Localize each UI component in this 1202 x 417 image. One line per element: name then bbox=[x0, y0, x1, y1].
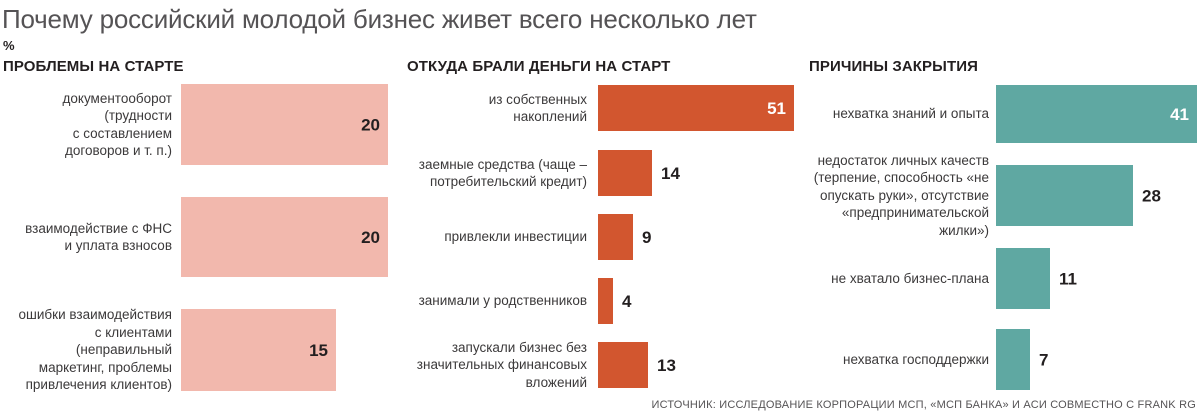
category-label-line: (неправильный bbox=[75, 342, 172, 358]
category-label-line: ошибки взаимодействия bbox=[18, 307, 172, 323]
category-label-line: вложений bbox=[525, 374, 587, 390]
bar-0-1 bbox=[181, 197, 388, 277]
panel-title-funding: ОТКУДА БРАЛИ ДЕНЬГИ НА СТАРТ bbox=[407, 58, 671, 75]
category-label-line: заемные средства (чаще – bbox=[418, 156, 587, 172]
value-label-1-2: 9 bbox=[642, 228, 651, 247]
category-label-line: опускать руки», отсутствие bbox=[819, 187, 989, 203]
bar-0-0 bbox=[181, 84, 388, 165]
bar-0-2 bbox=[181, 309, 336, 391]
category-label-0-0: документооборот (трудности с составлением д… bbox=[63, 90, 172, 160]
category-label-line: из собственных bbox=[488, 91, 587, 107]
category-label-1-3: занимали у родственников bbox=[419, 292, 587, 310]
category-label-2-1: недостаток личных качеств (терпение, спос… bbox=[814, 152, 989, 240]
category-label-line: жилки») bbox=[939, 222, 989, 238]
value-label-0-2: 15 bbox=[309, 341, 328, 360]
bar-1-3 bbox=[598, 278, 613, 324]
category-label-line: (трудности bbox=[104, 108, 172, 123]
bar-2-2 bbox=[996, 248, 1050, 309]
unit-label: % bbox=[3, 38, 15, 53]
value-label-2-0: 41 bbox=[1170, 105, 1189, 124]
value-label-1-0: 51 bbox=[767, 99, 786, 118]
category-label-line: запускали бизнес без bbox=[451, 339, 587, 355]
category-label-0-1: взаимодействие с ФНС и уплата взносов bbox=[25, 220, 172, 255]
category-label-line: нехватка господдержки bbox=[843, 351, 989, 367]
value-label-0-0: 20 bbox=[361, 116, 380, 135]
category-label-2-2: не хватало бизнес-плана bbox=[831, 270, 989, 288]
category-label-line: значительных финансовых bbox=[416, 357, 587, 373]
bar-2-3 bbox=[996, 329, 1030, 390]
value-label-2-1: 28 bbox=[1142, 187, 1161, 206]
value-label-2-2: 11 bbox=[1059, 270, 1077, 289]
bar-1-4 bbox=[598, 342, 648, 388]
category-label-line: накоплений bbox=[513, 109, 587, 124]
category-label-1-4: запускали бизнес без значительных финансо… bbox=[417, 339, 587, 392]
bar-1-0 bbox=[598, 85, 794, 131]
bar-1-1 bbox=[598, 150, 652, 196]
chart-title: Почему российский молодой бизнес живет в… bbox=[2, 4, 757, 34]
category-label-line: нехватка знаний и опыта bbox=[832, 106, 989, 122]
category-label-1-2: привлекли инвестиции bbox=[444, 228, 587, 246]
bar-2-0 bbox=[996, 85, 1197, 143]
category-label-1-0: из собственных накоплений bbox=[489, 91, 587, 126]
category-label-line: с составлением bbox=[72, 125, 172, 141]
source-note: ИСТОЧНИК: ИССЛЕДОВАНИЕ КОРПОРАЦИИ МСП, «… bbox=[651, 399, 1196, 411]
category-label-line: и уплата взносов bbox=[64, 238, 173, 253]
category-label-line: (терпение, способность «не bbox=[813, 170, 989, 186]
value-label-1-1: 14 bbox=[661, 164, 680, 183]
category-label-1-1: заемные средства (чаще – потребительский … bbox=[419, 156, 587, 191]
panel-title-closure: ПРИЧИНЫ ЗАКРЫТИЯ bbox=[809, 58, 978, 75]
bar-2-1 bbox=[996, 165, 1133, 226]
category-label-line: договоров и т. п.) bbox=[64, 143, 172, 158]
category-label-2-0: нехватка знаний и опыта bbox=[833, 105, 989, 123]
category-label-line: документооборот bbox=[62, 90, 172, 106]
category-label-line: с клиентами bbox=[94, 324, 172, 340]
value-label-0-1: 20 bbox=[361, 228, 380, 247]
category-label-line: привлечения клиентов) bbox=[25, 377, 172, 393]
category-label-line: «предпринимательской bbox=[841, 205, 989, 221]
category-label-line: маркетинг, проблемы bbox=[38, 359, 172, 375]
panel-title-problems: ПРОБЛЕМЫ НА СТАРТЕ bbox=[3, 58, 184, 75]
value-label-2-3: 7 bbox=[1039, 351, 1048, 370]
category-label-line: занимали у родственников bbox=[418, 293, 587, 309]
category-label-line: привлекли инвестиции bbox=[444, 229, 587, 245]
category-label-line: потребительский кредит) bbox=[429, 174, 587, 189]
category-label-0-2: ошибки взаимодействия с клиентами (неправи… bbox=[19, 306, 172, 394]
category-label-line: взаимодействие с ФНС bbox=[25, 220, 172, 236]
bar-1-2 bbox=[598, 214, 633, 260]
category-label-line: не хватало бизнес-плана bbox=[831, 270, 989, 286]
value-label-1-4: 13 bbox=[657, 356, 676, 375]
category-label-2-3: нехватка господдержки bbox=[843, 351, 989, 369]
value-label-1-3: 4 bbox=[622, 292, 632, 311]
category-label-line: недостаток личных качеств bbox=[817, 152, 989, 168]
